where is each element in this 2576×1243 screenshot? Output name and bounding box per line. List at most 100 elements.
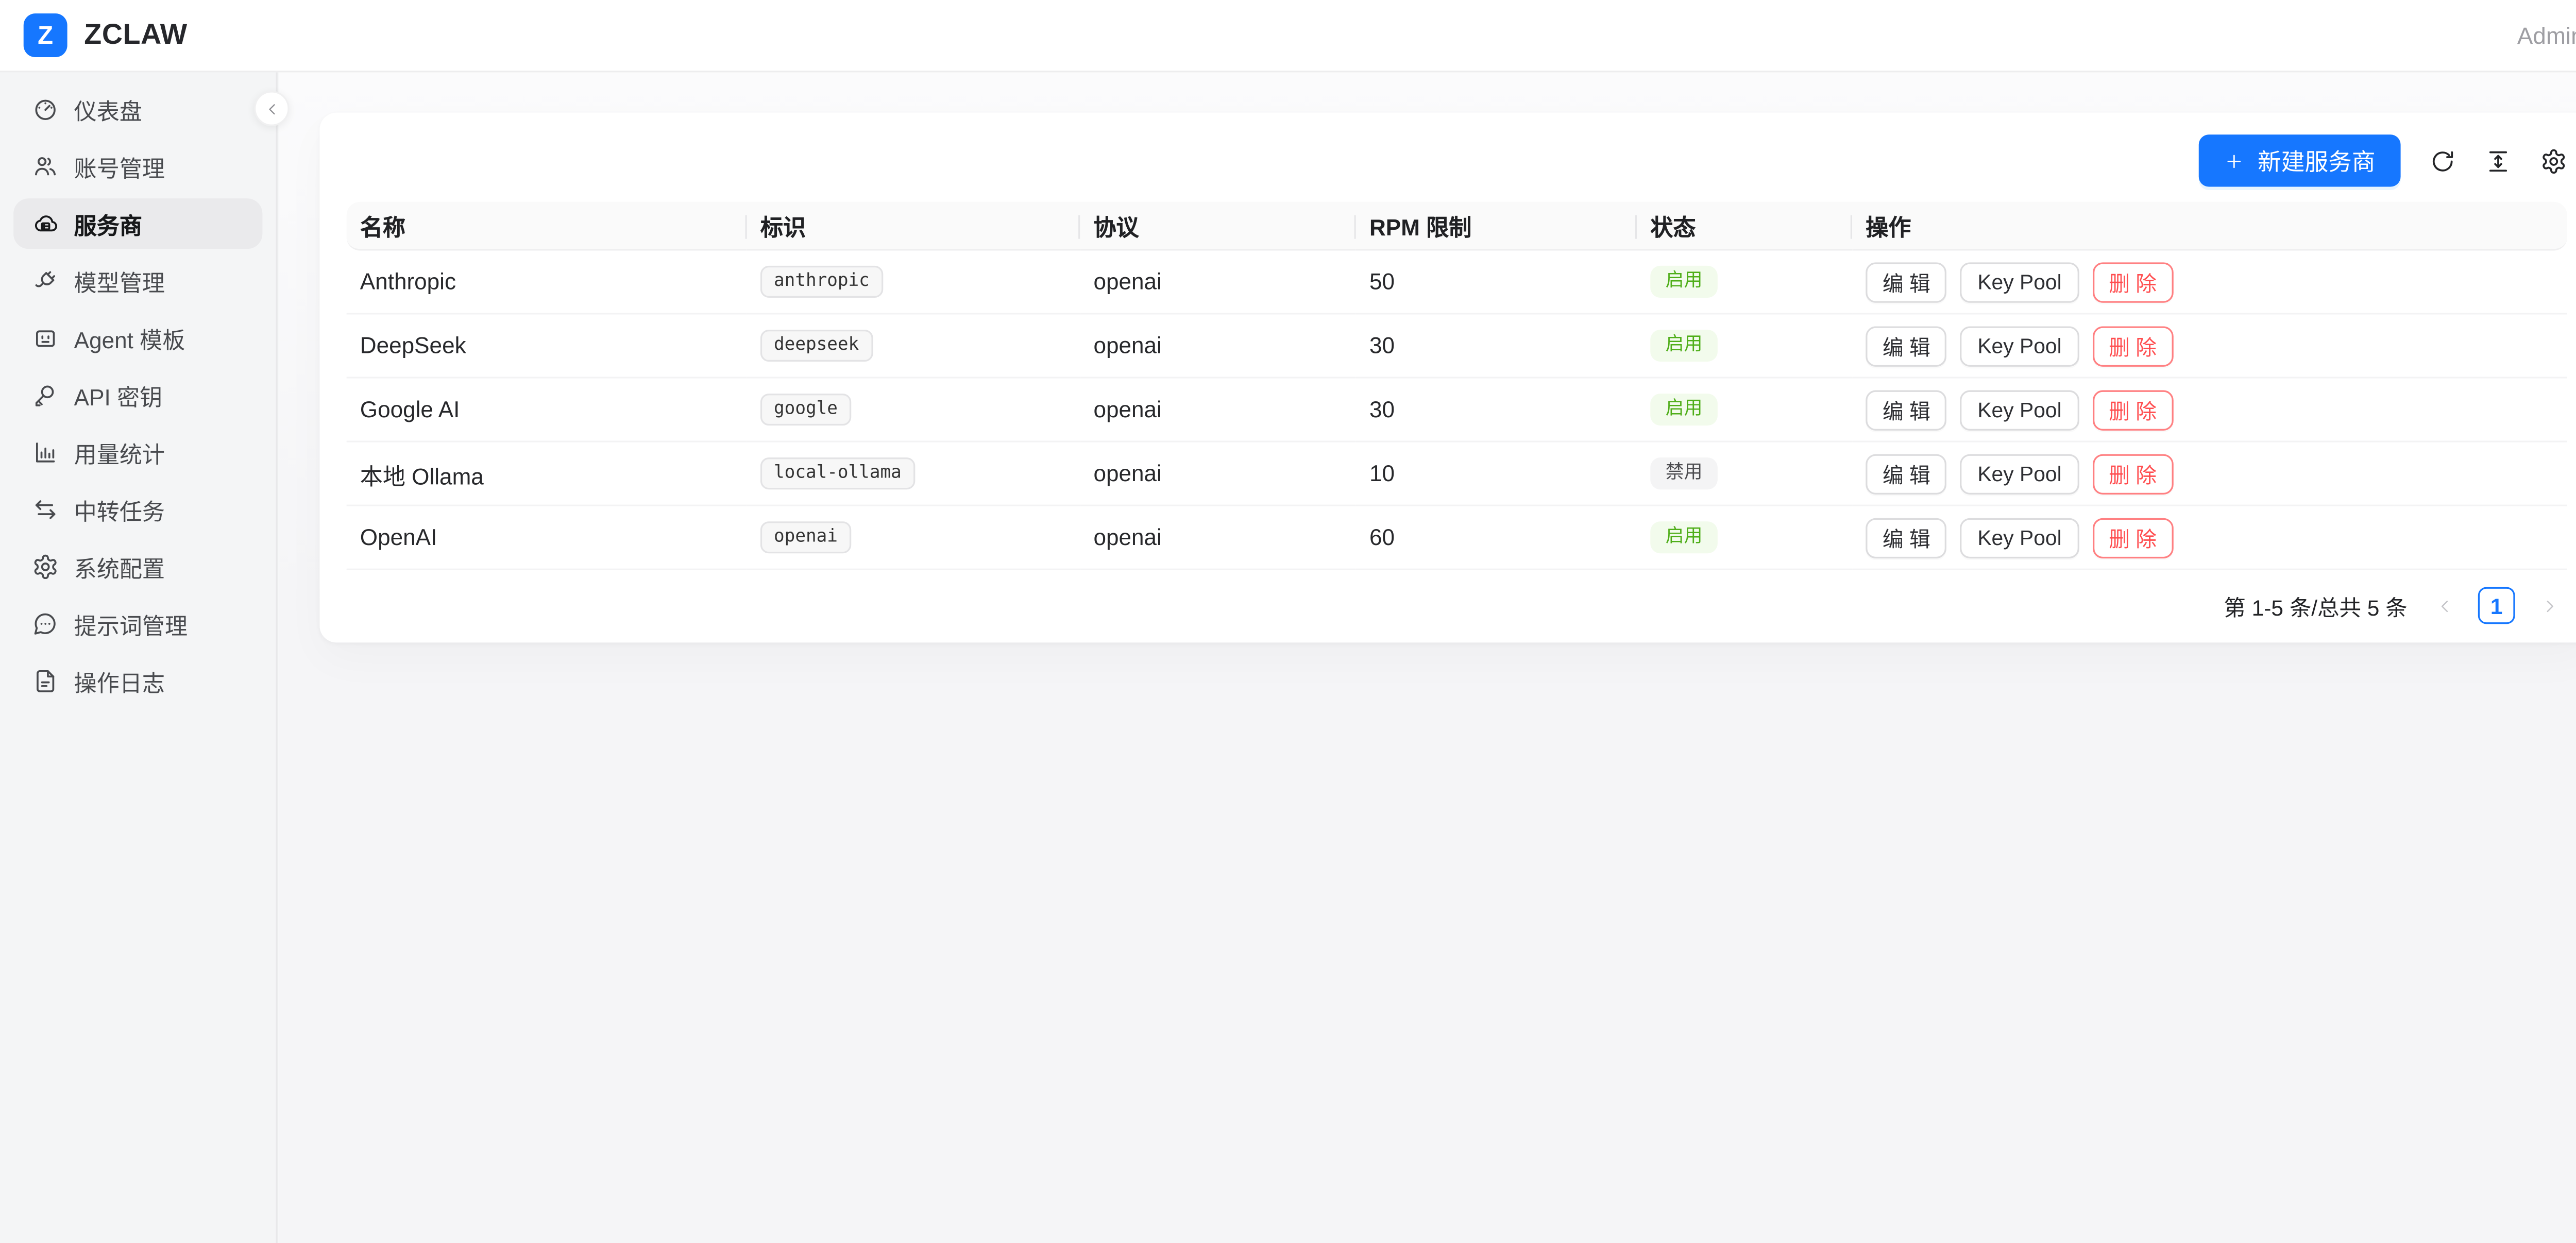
row-actions: 编 辑 Key Pool 删 除 (1866, 389, 2554, 430)
table-header: 名称 标识 协议 RPM 限制 状态 操作 (346, 201, 2567, 251)
sidebar-item-label: Agent 模板 (74, 328, 185, 353)
delete-button[interactable]: 删 除 (2092, 261, 2174, 302)
provider-rpm: 30 (1355, 314, 1637, 379)
edit-button[interactable]: 编 辑 (1866, 261, 1947, 302)
sidebar-nav: 仪表盘 账号管理 服务商 模型管理 Agent 模板 API 密钥 用量统计 中… (0, 84, 276, 706)
row-actions: 编 辑 Key Pool 删 除 (1866, 325, 2554, 366)
provider-name: DeepSeek (346, 314, 747, 379)
column-header-rpm: RPM 限制 (1355, 201, 1637, 251)
sidebar-item-api-keys[interactable]: API 密钥 (13, 370, 262, 420)
provider-slug-tag: anthropic (760, 265, 883, 298)
sidebar-item-label: 操作日志 (74, 671, 165, 696)
key-pool-button[interactable]: Key Pool (1960, 517, 2079, 558)
bot-icon (32, 325, 59, 351)
sidebar-item-label: 模型管理 (74, 270, 165, 296)
sidebar-item-dashboard[interactable]: 仪表盘 (13, 84, 262, 134)
sidebar-item-agent-templates[interactable]: Agent 模板 (13, 313, 262, 363)
gear-icon (32, 553, 59, 580)
sidebar-item-prompts[interactable]: 提示词管理 (13, 599, 262, 649)
table-body: Anthropic anthropic openai 50 启用 编 辑 Key… (346, 250, 2567, 570)
row-actions: 编 辑 Key Pool 删 除 (1866, 453, 2554, 494)
provider-name: Google AI (346, 378, 747, 442)
status-badge: 启用 (1650, 522, 1718, 554)
pagination: 第 1-5 条/总共 5 条 1 (347, 585, 2567, 625)
providers-table: 名称 标识 协议 RPM 限制 状态 操作 Anthropic anthropi… (346, 201, 2567, 570)
swap-arrows-icon (32, 496, 59, 523)
sidebar-item-op-logs[interactable]: 操作日志 (13, 656, 262, 706)
provider-name: Anthropic (346, 250, 747, 315)
pagination-page-1[interactable]: 1 (2478, 587, 2515, 624)
provider-protocol: openai (1080, 378, 1356, 442)
edit-button[interactable]: 编 辑 (1866, 453, 1947, 494)
main-content: 新建服务商 名称 标识 协议 RPM 限制 状态 操作 (279, 72, 2576, 1243)
edit-button[interactable]: 编 辑 (1866, 325, 1947, 366)
chevron-right-icon (2539, 597, 2558, 615)
edit-button[interactable]: 编 辑 (1866, 389, 1947, 430)
row-actions: 编 辑 Key Pool 删 除 (1866, 517, 2554, 558)
sidebar-item-label: API 密钥 (74, 385, 163, 411)
create-provider-button[interactable]: 新建服务商 (2198, 134, 2401, 187)
column-header-actions: 操作 (1852, 201, 2567, 251)
provider-rpm: 30 (1355, 378, 1637, 442)
key-pool-button[interactable]: Key Pool (1960, 389, 2079, 430)
gauge-icon (32, 96, 59, 123)
sidebar-item-label: 提示词管理 (74, 614, 188, 639)
brand-title: ZCLAW (84, 18, 188, 50)
status-badge: 启用 (1650, 394, 1718, 426)
sidebar-item-label: 中转任务 (74, 499, 165, 525)
column-height-icon[interactable] (2485, 147, 2512, 174)
plug-icon (32, 267, 59, 294)
chevron-left-icon (263, 100, 280, 117)
provider-protocol: openai (1080, 314, 1356, 379)
delete-button[interactable]: 删 除 (2092, 325, 2174, 366)
bar-chart-icon (32, 439, 59, 466)
file-text-icon (32, 668, 59, 694)
plus-icon (2224, 150, 2244, 171)
provider-protocol: openai (1080, 250, 1356, 315)
status-badge: 禁用 (1650, 458, 1718, 490)
delete-button[interactable]: 删 除 (2092, 453, 2174, 494)
sidebar-item-label: 系统配置 (74, 556, 165, 582)
chevron-left-icon (2435, 597, 2454, 615)
provider-slug-tag: deepseek (760, 330, 873, 362)
column-header-name: 名称 (346, 201, 747, 251)
sidebar-item-accounts[interactable]: 账号管理 (13, 141, 262, 192)
key-pool-button[interactable]: Key Pool (1960, 325, 2079, 366)
app-header: Z ZCLAW Admin (0, 0, 2576, 73)
provider-rpm: 50 (1355, 250, 1637, 315)
table-row: DeepSeek deepseek openai 30 启用 编 辑 Key P… (346, 314, 2567, 379)
sidebar-item-system-config[interactable]: 系统配置 (13, 541, 262, 592)
user-menu[interactable]: Admin (2517, 22, 2576, 49)
edit-button[interactable]: 编 辑 (1866, 517, 1947, 558)
provider-slug-tag: openai (760, 521, 852, 554)
key-pool-button[interactable]: Key Pool (1960, 453, 2079, 494)
sidebar-item-usage-stats[interactable]: 用量统计 (13, 427, 262, 478)
pagination-total: 第 1-5 条/总共 5 条 (2224, 594, 2408, 620)
table-toolbar: 新建服务商 (347, 134, 2567, 187)
column-header-status: 状态 (1637, 201, 1853, 251)
create-provider-label: 新建服务商 (2258, 147, 2376, 174)
delete-button[interactable]: 删 除 (2092, 389, 2174, 430)
key-icon (32, 382, 59, 408)
sidebar-item-relay-tasks[interactable]: 中转任务 (13, 484, 262, 535)
table-row: Anthropic anthropic openai 50 启用 编 辑 Key… (346, 250, 2567, 315)
delete-button[interactable]: 删 除 (2092, 517, 2174, 558)
reload-icon[interactable] (2429, 147, 2456, 174)
sidebar-item-label: 仪表盘 (74, 99, 142, 125)
pagination-next-button[interactable] (2530, 587, 2567, 624)
table-settings-icon[interactable] (2540, 147, 2567, 174)
pagination-prev-button[interactable] (2426, 587, 2463, 624)
provider-rpm: 60 (1355, 506, 1637, 570)
status-badge: 启用 (1650, 266, 1718, 298)
sidebar-item-models[interactable]: 模型管理 (13, 256, 262, 306)
users-icon (32, 153, 59, 180)
key-pool-button[interactable]: Key Pool (1960, 261, 2079, 302)
status-badge: 启用 (1650, 330, 1718, 362)
provider-protocol: openai (1080, 506, 1356, 570)
table-row: 本地 Ollama local-ollama openai 10 禁用 编 辑 … (346, 442, 2567, 506)
sidebar-collapse-button[interactable] (254, 91, 290, 126)
sidebar-item-label: 账号管理 (74, 156, 165, 182)
sidebar-item-providers[interactable]: 服务商 (13, 198, 263, 249)
brand-logo: Z (23, 13, 67, 58)
